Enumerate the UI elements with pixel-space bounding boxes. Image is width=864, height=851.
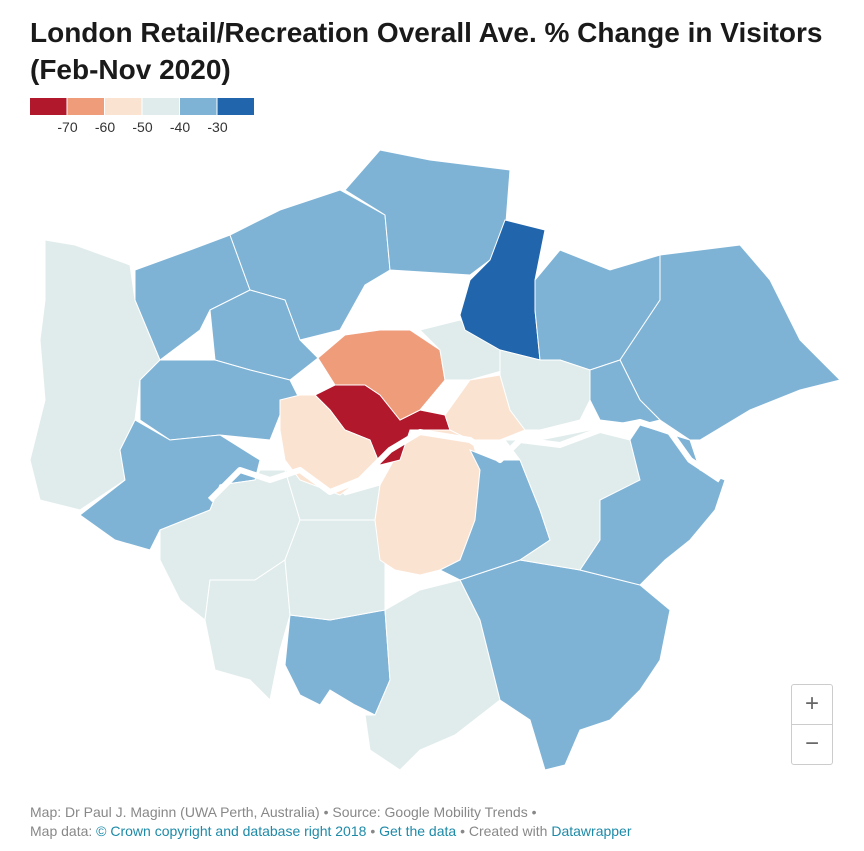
datawrapper-link[interactable]: Datawrapper — [551, 823, 632, 839]
legend-swatch — [142, 98, 179, 115]
footer: Map: Dr Paul J. Maginn (UWA Perth, Austr… — [30, 803, 632, 841]
borough — [619, 244, 841, 441]
legend-tick-label: -50 — [132, 119, 152, 135]
legend-tick-label: -30 — [207, 119, 227, 135]
map: -70 -60 -50 -40 -30 — [29, 98, 841, 771]
legend-tick-label: -70 — [57, 119, 77, 135]
map-title: London Retail/Recreation Overall Ave. % … — [30, 17, 823, 85]
borough — [284, 609, 391, 716]
zoom-out[interactable]: − — [791, 724, 833, 765]
borough — [438, 449, 551, 581]
zoom-in[interactable]: + — [791, 684, 833, 725]
footer-data: Map data: © Crown copyright and database… — [30, 822, 632, 841]
separator: • — [370, 823, 376, 839]
borough — [499, 349, 591, 431]
copyright-link[interactable]: © Crown copyright and database right 201… — [96, 823, 367, 839]
footer-prefix: Map data: — [30, 823, 93, 839]
legend-tick-label: -40 — [170, 119, 190, 135]
footer-credit: Map: Dr Paul J. Maginn (UWA Perth, Austr… — [30, 804, 537, 820]
legend-swatch — [30, 98, 67, 115]
legend-swatch — [180, 98, 217, 115]
borough — [317, 329, 446, 421]
river-thames — [207, 419, 722, 503]
borough — [204, 559, 291, 702]
borough — [284, 519, 386, 621]
legend-swatch — [67, 98, 104, 115]
borough — [139, 359, 301, 441]
legend-tick-label: -60 — [95, 119, 115, 135]
borough — [459, 559, 671, 771]
legend-swatch — [105, 98, 142, 115]
legend-swatch — [217, 98, 254, 115]
get-data-link[interactable]: Get the data — [379, 823, 457, 839]
created-with: • Created with — [460, 823, 548, 839]
